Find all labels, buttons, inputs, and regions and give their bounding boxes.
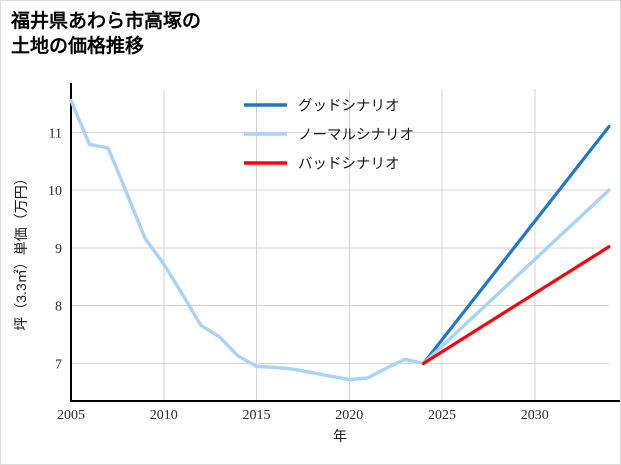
y-tick-label: 10 [48, 184, 62, 199]
data-series [69, 98, 611, 382]
x-axis-tick-labels: 2005 2010 2015 2020 2025 2030 [57, 408, 549, 423]
chart-title: 福井県あわら市高塚の 土地の価格推移 [11, 11, 202, 58]
x-tick-label: 2015 [243, 408, 271, 423]
axis-spines [69, 83, 620, 403]
x-tick-label: 2025 [428, 408, 456, 423]
y-axis-title: 坪（3.3㎡）単価（万円） [13, 171, 29, 330]
x-tick-label: 2030 [521, 408, 549, 423]
y-tick-label: 11 [49, 126, 62, 141]
x-axis-title: 年 [333, 428, 347, 444]
y-axis-tick-labels: 7 8 9 10 11 [48, 126, 62, 372]
legend-label: バッドシナリオ [298, 157, 400, 173]
x-tick-label: 2010 [150, 408, 178, 423]
x-tick-label: 2005 [57, 408, 85, 423]
legend-label: グッドシナリオ [298, 98, 400, 115]
legend-label: ノーマルシナリオ [298, 128, 414, 144]
y-tick-label: 9 [55, 242, 62, 257]
x-tick-label: 2020 [335, 408, 363, 423]
series-line-good [421, 124, 611, 366]
series-line-bad [421, 245, 611, 366]
y-tick-label: 8 [55, 300, 62, 315]
gridlines [71, 89, 609, 401]
series-line-normal [69, 98, 611, 382]
y-tick-label: 7 [55, 357, 62, 372]
